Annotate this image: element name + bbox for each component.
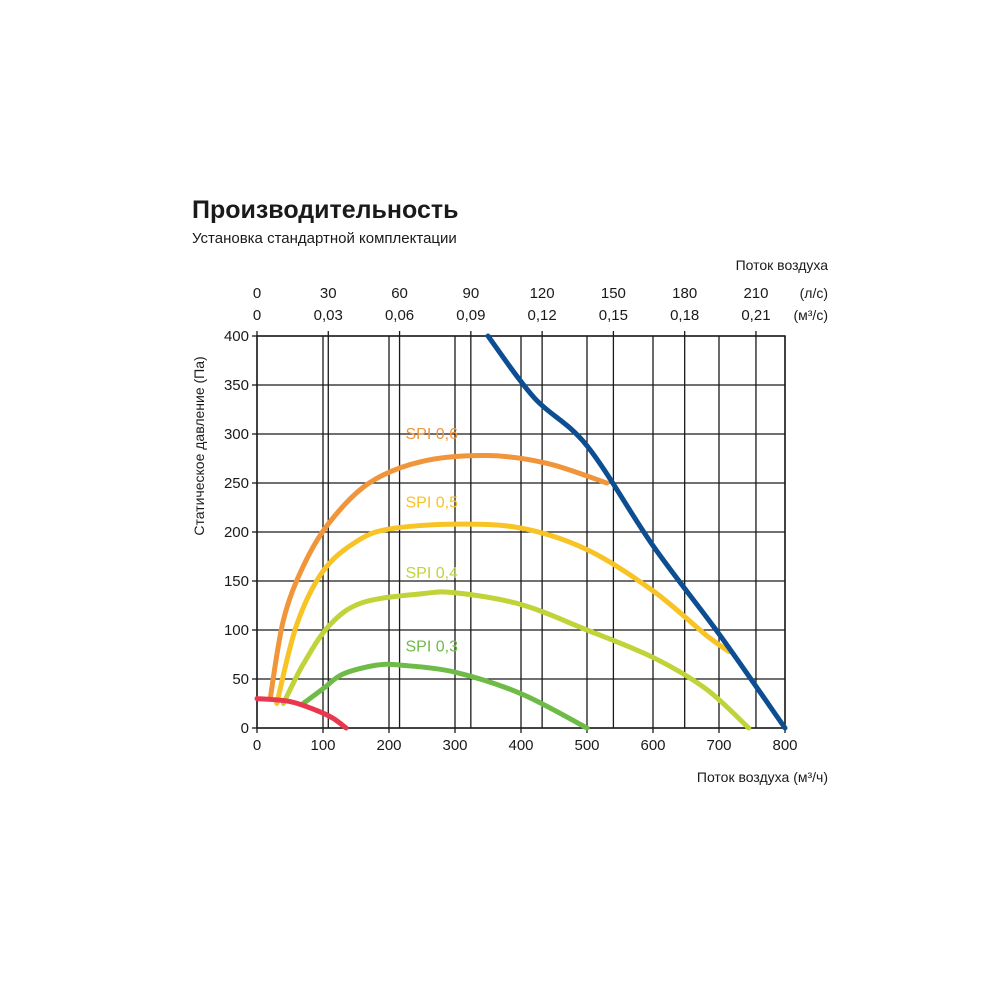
series-line-spi-0-4 <box>280 589 752 731</box>
y-tick-label: 350 <box>224 377 249 394</box>
top-tick-label-m3s: 0 <box>253 307 261 324</box>
chart-subtitle: Установка стандартной комплектации <box>192 230 457 247</box>
top-tick-label-ls: 210 <box>743 285 768 302</box>
plot-frame <box>256 335 786 729</box>
x-tick-label: 500 <box>574 737 599 754</box>
top-tick-label-m3s: 0,15 <box>599 307 628 324</box>
top-tick-label-m3s: 0,09 <box>456 307 485 324</box>
series-line-spi-0-6 <box>267 453 610 702</box>
top-unit-m3s: (м³/с) <box>793 307 828 323</box>
y-tick-label: 100 <box>224 622 249 639</box>
top-tick-label-m3s: 0,03 <box>314 307 343 324</box>
x-tick-label: 0 <box>253 737 261 754</box>
y-tick-label: 150 <box>224 573 249 590</box>
chart-grid <box>252 331 786 733</box>
top-tick-label-ls: 30 <box>320 285 337 302</box>
top-tick-label-m3s: 0,21 <box>741 307 770 324</box>
top-tick-label-m3s: 0,12 <box>528 307 557 324</box>
top-tick-label-m3s: 0,18 <box>670 307 699 324</box>
top-tick-label-ls: 60 <box>391 285 408 302</box>
top-tick-label-ls: 90 <box>462 285 479 302</box>
top-tick-label-ls: 180 <box>672 285 697 302</box>
series-line-4 <box>254 696 349 731</box>
x-tick-label: 300 <box>442 737 467 754</box>
series-line-spi-0-3 <box>300 661 590 731</box>
top-tick-label-ls: 0 <box>253 285 261 302</box>
x-tick-label: 700 <box>706 737 731 754</box>
top-axis-label: Поток воздуха <box>736 257 829 273</box>
series-label: SPI 0,5 <box>406 495 459 512</box>
y-tick-label: 0 <box>241 720 249 737</box>
x-axis-label: Поток воздуха (м³/ч) <box>697 769 828 785</box>
x-tick-label: 400 <box>508 737 533 754</box>
x-tick-label: 800 <box>772 737 797 754</box>
top-tick-label-m3s: 0,06 <box>385 307 414 324</box>
series-line-spi-0-5 <box>274 521 732 706</box>
series-label: SPI 0,3 <box>406 639 459 656</box>
series-label: SPI 0,4 <box>406 565 459 582</box>
series-label: SPI 0,6 <box>406 426 459 443</box>
x-tick-label: 600 <box>640 737 665 754</box>
top-unit-ls: (л/с) <box>800 285 828 301</box>
y-tick-label: 50 <box>232 671 249 688</box>
x-tick-label: 200 <box>376 737 401 754</box>
y-tick-label: 250 <box>224 475 249 492</box>
y-tick-label: 200 <box>224 524 249 541</box>
series-line-5 <box>485 333 788 731</box>
y-tick-label: 400 <box>224 328 249 345</box>
y-axis-label: Статическое давление (Па) <box>191 356 207 535</box>
top-tick-label-ls: 150 <box>601 285 626 302</box>
chart-title: Производительность <box>192 196 459 224</box>
top-tick-label-ls: 120 <box>530 285 555 302</box>
chart-series <box>254 333 788 731</box>
y-tick-label: 300 <box>224 426 249 443</box>
x-tick-label: 100 <box>310 737 335 754</box>
